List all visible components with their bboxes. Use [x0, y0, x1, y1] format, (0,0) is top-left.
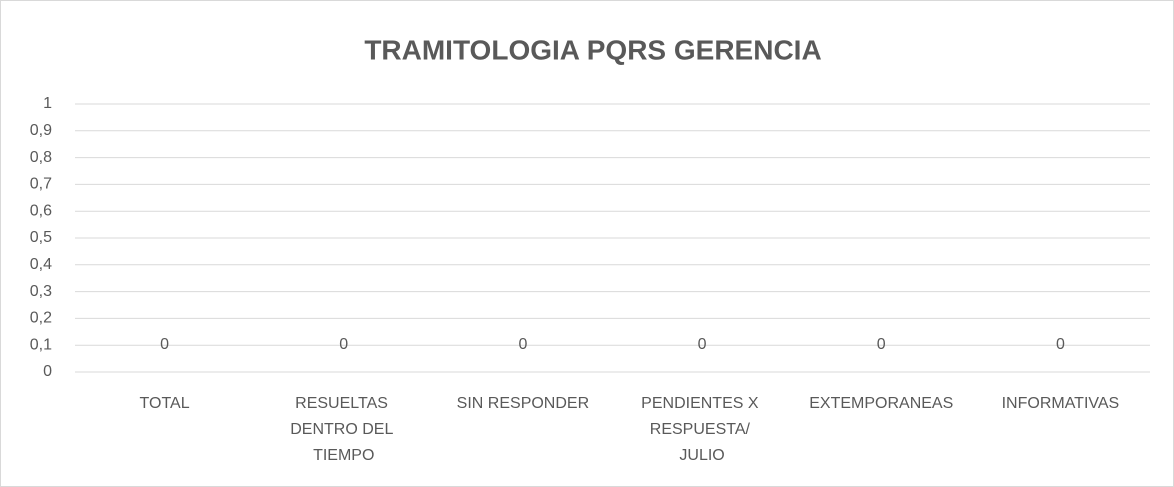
y-tick-label: 0,7 [30, 176, 52, 193]
data-label: 0 [1056, 336, 1065, 353]
y-tick-label: 0,2 [30, 310, 52, 327]
y-tick-label: 0,3 [30, 283, 52, 300]
x-tick-label: INFORMATIVAS [1002, 395, 1120, 412]
data-label: 0 [518, 336, 527, 353]
x-tick-label: PENDIENTES X RESPUESTA/ JULIO [641, 395, 763, 464]
y-tick-label: 0,4 [30, 256, 52, 273]
x-tick-label: EXTEMPORANEAS [809, 395, 953, 412]
y-tick-label: 0,1 [30, 336, 52, 353]
data-label: 0 [160, 336, 169, 353]
x-tick-label: RESUELTAS DENTRO DEL TIEMPO [290, 395, 397, 464]
y-tick-label: 0,9 [30, 122, 52, 139]
data-label: 0 [698, 336, 707, 353]
y-tick-label: 0 [43, 363, 52, 380]
data-label: 0 [339, 336, 348, 353]
y-tick-label: 0,8 [30, 149, 52, 166]
chart-title: TRAMITOLOGIA PQRS GERENCIA [364, 34, 821, 65]
y-tick-label: 0,6 [30, 202, 52, 219]
x-tick-label: TOTAL [140, 395, 190, 412]
x-tick-label: SIN RESPONDER [457, 395, 589, 412]
data-label: 0 [877, 336, 886, 353]
y-tick-label: 1 [43, 95, 52, 112]
y-tick-label: 0,5 [30, 229, 52, 246]
